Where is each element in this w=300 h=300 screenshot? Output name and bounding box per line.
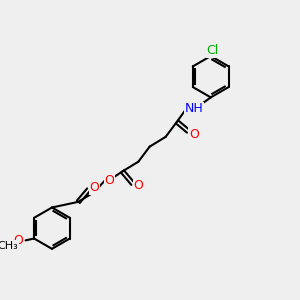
Text: O: O [104, 174, 114, 187]
Text: O: O [134, 179, 143, 192]
Text: O: O [13, 234, 23, 247]
Text: O: O [89, 181, 99, 194]
Text: CH₃: CH₃ [0, 241, 18, 251]
Text: NH: NH [184, 102, 203, 115]
Text: O: O [189, 128, 199, 140]
Text: Cl: Cl [206, 44, 219, 57]
